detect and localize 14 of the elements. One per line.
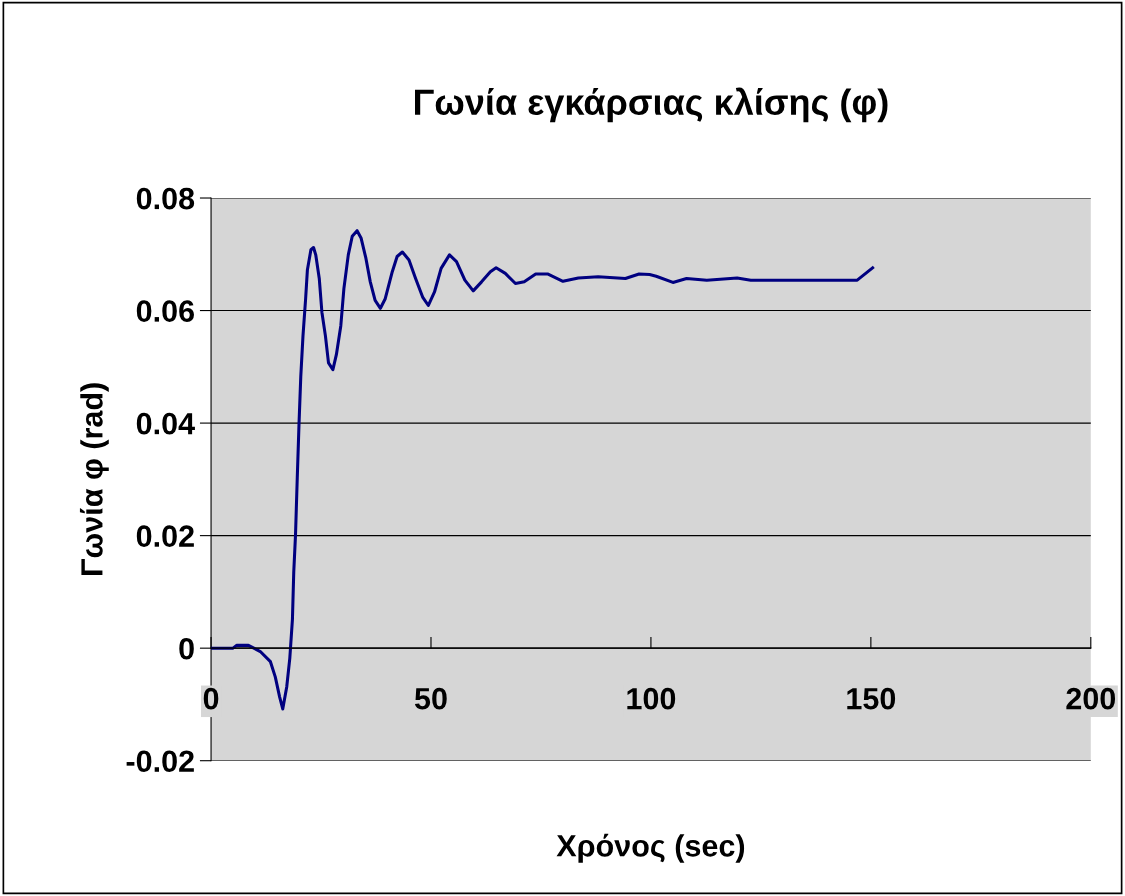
- x-axis-title: Χρόνος (sec): [556, 833, 745, 863]
- y-axis-title: Γωνία φ (rad): [79, 383, 109, 575]
- x-tick-label: 200: [1066, 687, 1116, 710]
- y-tick-label: 0.08: [136, 187, 195, 210]
- y-tick-label: 0.06: [136, 300, 194, 322]
- y-tick-label: 0.02: [136, 525, 194, 547]
- x-tick-label: 100: [627, 687, 676, 710]
- x-tick-label: 0: [203, 687, 219, 710]
- y-tick-label: -0.02: [126, 750, 194, 773]
- y-tick-label: 0: [179, 637, 194, 660]
- chart-title: Γωνία εγκάρσιας κλίσης (φ): [415, 87, 888, 123]
- x-tick-label: 150: [847, 687, 896, 710]
- x-tick-label: 50: [414, 687, 447, 710]
- y-tick-label: 0.04: [136, 412, 195, 435]
